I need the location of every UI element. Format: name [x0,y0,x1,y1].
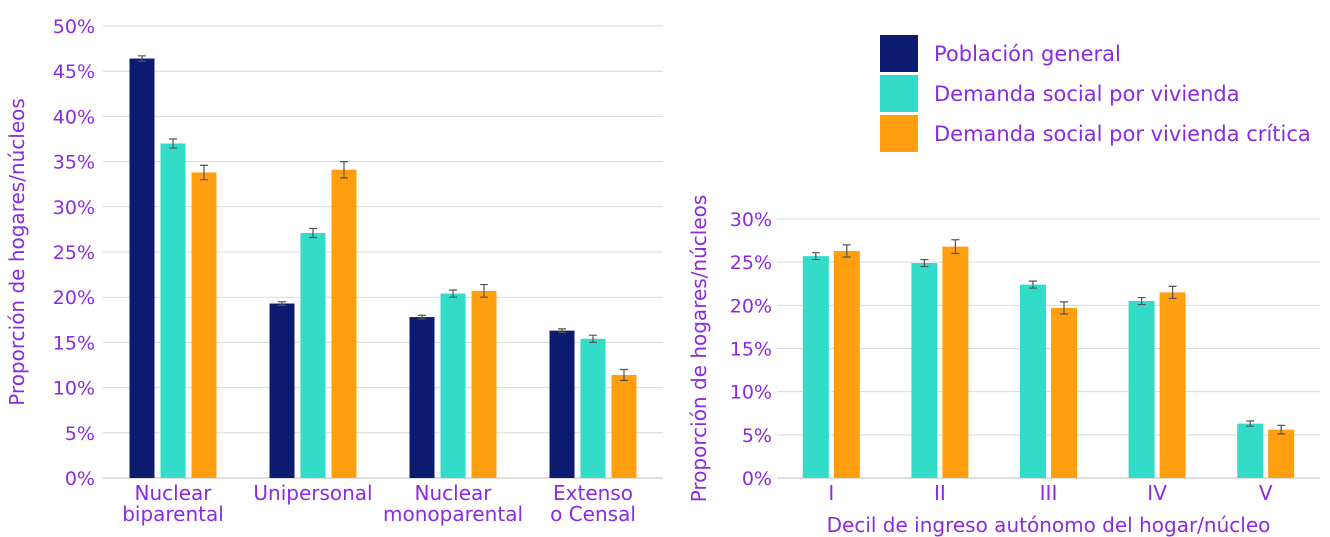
bar-vivienda [160,143,186,478]
legend-swatch-vivienda [880,75,918,112]
bar-general [409,317,435,478]
chart-right: 0% 5% 10% 15% 20% 25% 30% Proporción de hogares… [687,195,1320,537]
x-tick-label: II [934,481,946,505]
y-tick-label: 30% [53,197,95,219]
x-tick-label: Nuclear [415,481,493,505]
bar-critica [331,169,357,478]
error-bar [309,227,317,239]
x-tick-label: monoparental [383,502,523,526]
bar-vivienda [911,263,938,478]
y-tick-label: 25% [730,252,772,274]
error-bar [620,368,628,381]
y-tick-label: 15% [730,339,772,361]
error-bar [589,334,597,343]
y-tick-label: 20% [53,287,95,309]
error-bar [1137,296,1146,306]
y-tick-label: 45% [53,61,95,83]
error-bar [920,258,929,268]
y-tick-label: 25% [53,242,95,264]
y-tick-label: 20% [730,295,772,317]
legend-swatch-general [880,35,918,72]
bar-critica [191,172,217,478]
legend-swatch-critica [880,115,918,152]
bar-vivienda [440,293,466,478]
error-bar [558,328,566,334]
y-tick-label: 5% [65,423,95,445]
error-bar [340,161,348,179]
bar-vivienda [1128,301,1155,478]
error-bar [1060,301,1068,315]
bar-vivienda [580,338,606,478]
bar-general [549,330,575,478]
y-tick-label: 50% [53,16,95,38]
error-bar [1277,424,1286,435]
y-tick-label: 10% [730,382,772,404]
x-tick-label: biparental [122,502,224,526]
error-bar [1168,285,1177,300]
bar-critica [1051,307,1077,478]
legend-label-vivienda: Demanda social por vivienda [934,82,1240,106]
bar-critica [1159,292,1186,478]
x-tick-label: V [1259,481,1273,505]
bar-vivienda [1020,284,1046,478]
error-bar [418,314,426,320]
error-bar [169,138,177,149]
bar-general [129,58,155,478]
y-tick-label: 35% [53,152,95,174]
error-bar [449,289,457,298]
bar-vivienda [802,256,829,478]
x-tick-label: I [828,481,834,505]
legend-label-critica: Demanda social por vivienda crítica [934,122,1311,146]
x-tick-label: Unipersonal [253,481,372,505]
error-bar [842,244,851,258]
x-axis-title: Decil de ingreso autónomo del hogar/núcl… [827,513,1271,537]
y-axis-title: Proporción de hogares/núcleos [687,195,711,503]
bar-critica [942,246,969,478]
bar-critica [611,374,637,478]
bar-critica [1268,429,1295,478]
error-bar [278,301,286,306]
x-tick-label: o Censal [550,502,636,526]
legend: Población general Demanda social por vivi… [880,35,1311,152]
error-bar [1246,420,1255,427]
y-tick-label: 0% [742,468,772,490]
x-tick-label: Nuclear [135,481,213,505]
x-tick-label: IV [1147,481,1167,505]
legend-label-general: Población general [934,42,1121,66]
x-tick-label: III [1040,481,1058,505]
y-tick-label: 30% [730,209,772,231]
error-bar [1029,280,1037,289]
error-bar [811,252,820,261]
x-tick-label: Extenso [553,481,633,505]
y-tick-label: 10% [53,378,95,400]
y-tick-label: 0% [65,468,95,490]
y-tick-label: 40% [53,106,95,128]
y-axis-title: Proporción de hogares/núcleos [5,98,29,406]
error-bar [138,55,146,62]
y-tick-label: 5% [742,425,772,447]
bar-critica [833,250,860,478]
bar-critica [471,290,497,478]
chart-left: 0% 5% 10% 15% 20% 25% 30% 35% 40% 45% 50% Proporció… [5,16,663,526]
error-bar [951,239,960,255]
error-bar [200,164,208,181]
y-tick-label: 15% [53,332,95,354]
bar-general [269,303,295,478]
bar-vivienda [1237,423,1264,478]
error-bar [480,283,488,298]
bar-vivienda [300,233,326,478]
